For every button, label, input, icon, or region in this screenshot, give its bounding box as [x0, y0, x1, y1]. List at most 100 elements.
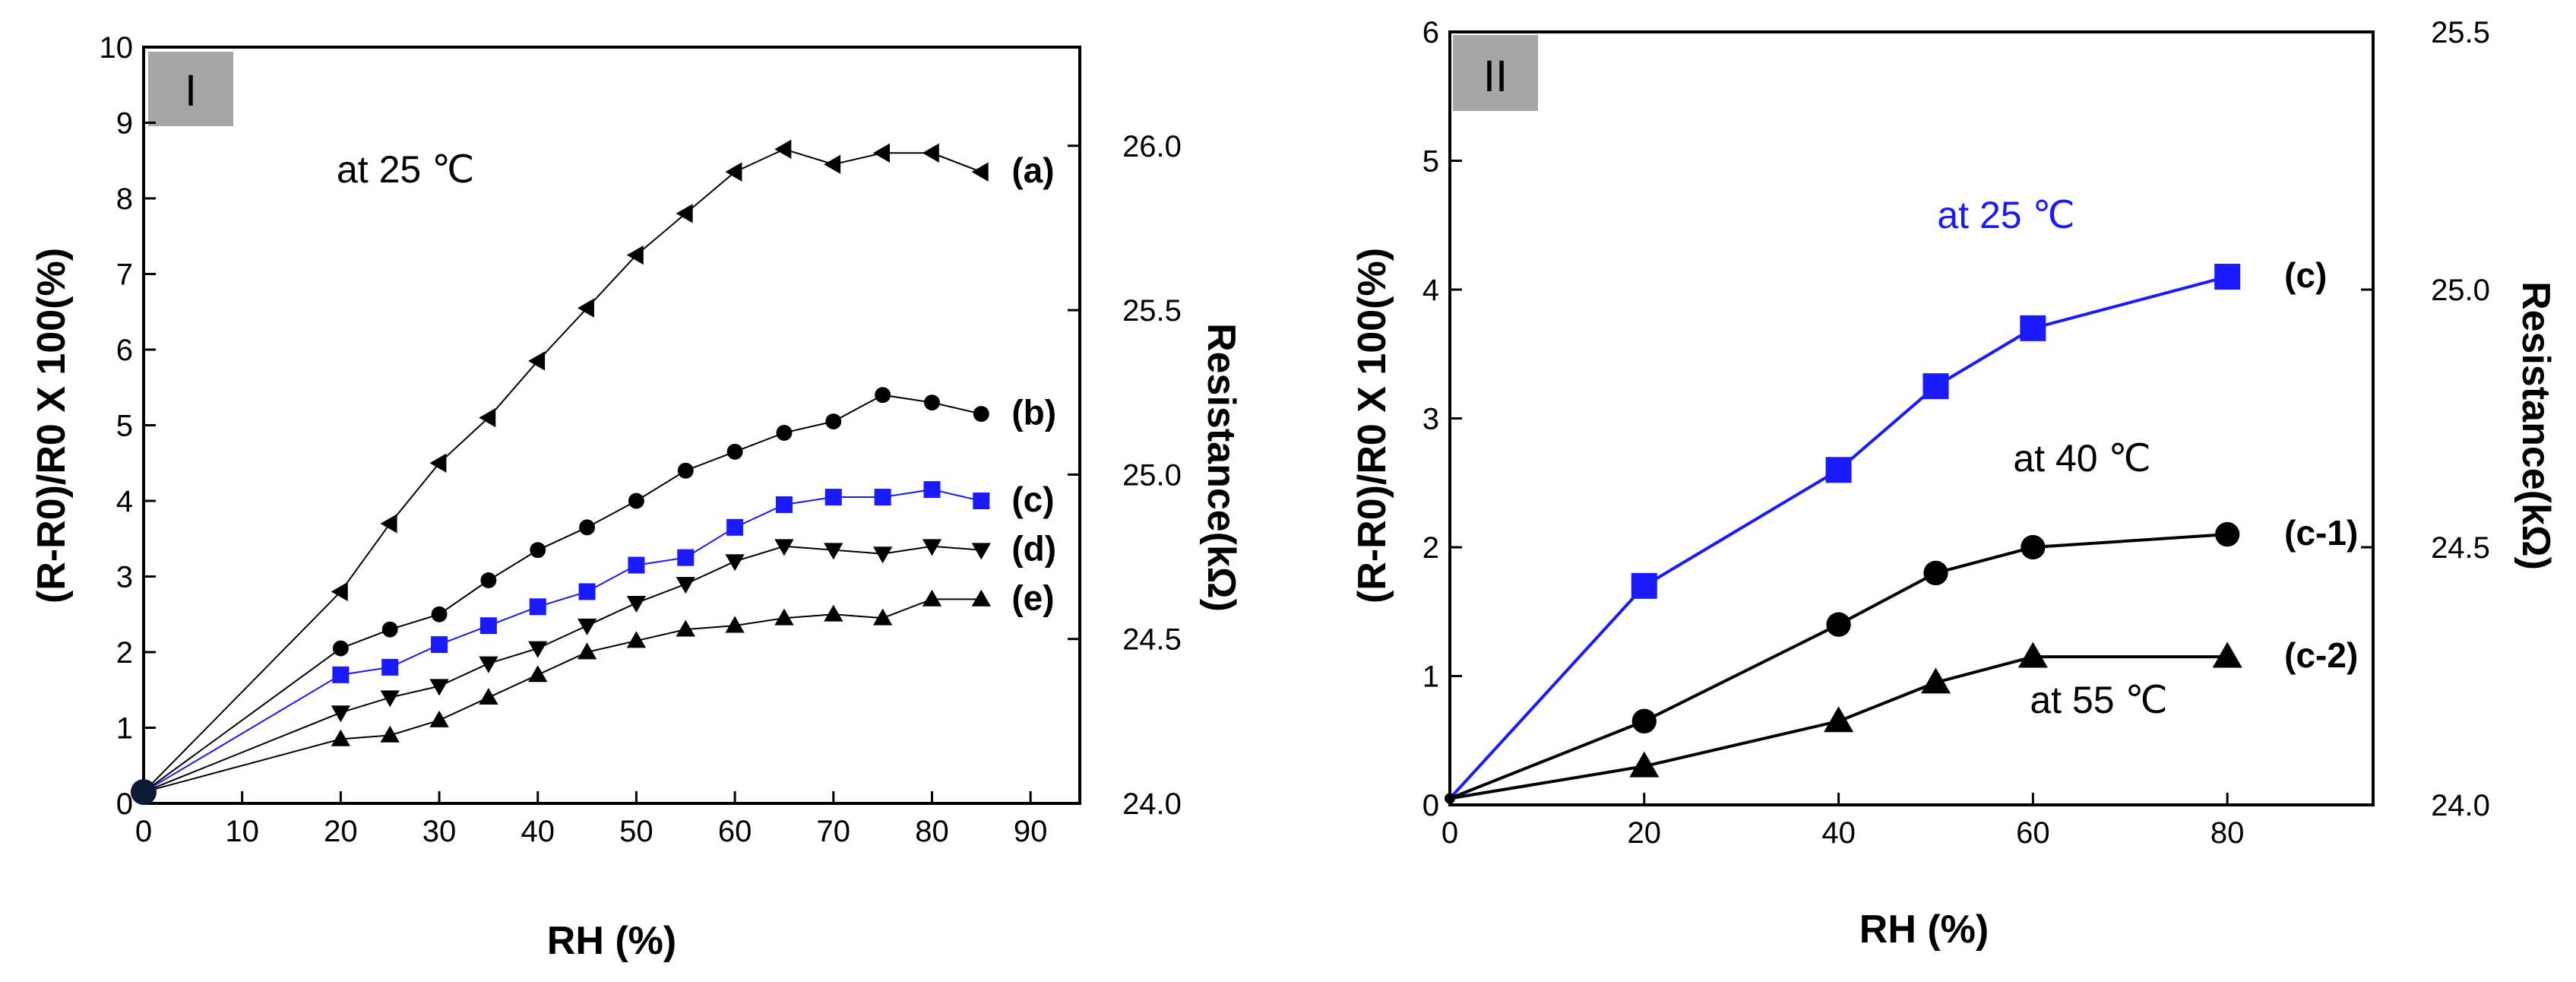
y2-tick-label: 25.0	[1122, 458, 1182, 492]
data-point-b	[726, 443, 743, 460]
data-point-c	[726, 518, 744, 536]
series-line-d	[143, 545, 982, 794]
panel-2-annotation-55c: at 55 ℃	[2030, 679, 2167, 721]
x-tick-label: 50	[619, 815, 653, 848]
panel-1-annotation: at 25 ℃	[337, 148, 474, 191]
data-point-d	[626, 595, 647, 613]
data-point-c-2	[1629, 751, 1660, 778]
y2-tick-label: 25.5	[1122, 294, 1182, 328]
data-point-c	[1825, 457, 1852, 483]
data-point-b	[973, 406, 989, 423]
data-point-d	[479, 656, 498, 673]
data-point-c	[973, 493, 990, 509]
series-label-c: (c)	[2284, 255, 2327, 295]
y2-tick-label: 25.5	[2431, 16, 2490, 49]
data-point-b	[530, 542, 546, 559]
data-point-e	[725, 616, 745, 633]
data-point-c-2	[2212, 641, 2242, 668]
data-point-c-1	[1826, 612, 1851, 637]
series-line-b	[143, 394, 982, 793]
y2-tick-label: 25.0	[2431, 274, 2490, 307]
data-point-c-1	[1631, 708, 1657, 733]
data-point-c	[2214, 264, 2241, 290]
y2-tick-label: 24.0	[1122, 787, 1182, 821]
y-tick-label: 10	[100, 31, 134, 65]
data-point-c	[824, 489, 842, 506]
data-point-a	[577, 298, 594, 318]
panel-2-x-ticks: 0 20 40 60 80	[1441, 793, 2244, 850]
y-tick-label: 5	[116, 410, 133, 443]
panel-1-x-ticks: 0 10 20 30 40 50 60 70 80 90	[135, 791, 1047, 848]
panel-1-y-axis-label: (R-R0)/R0 X 100(%)	[30, 248, 74, 603]
panel-2-plot-frame	[1448, 30, 2375, 806]
data-point-b	[924, 394, 940, 411]
data-point-c	[2020, 315, 2046, 341]
x-tick-label: 0	[1441, 816, 1458, 850]
data-point-a	[626, 245, 644, 265]
origin-point	[131, 779, 157, 806]
data-point-c	[381, 658, 399, 676]
data-point-a	[824, 154, 841, 174]
data-point-c	[923, 481, 941, 499]
series-label-c-1: (c-1)	[2284, 513, 2358, 553]
x-tick-label: 40	[1821, 816, 1856, 850]
data-point-a	[774, 139, 792, 159]
y-tick-label: 4	[116, 485, 133, 518]
data-point-e	[331, 729, 351, 746]
data-point-e	[676, 619, 695, 637]
data-point-e	[479, 688, 498, 705]
data-point-c-2	[1824, 706, 1854, 733]
data-point-e	[528, 665, 548, 683]
panel-1-y2-axis-label: Resistance(kΩ)	[1199, 323, 1243, 612]
x-tick-label: 80	[915, 815, 949, 848]
panel-2-label: II	[1483, 52, 1508, 101]
data-point-a	[380, 514, 397, 534]
panel-2-annotation-25c: at 25 ℃	[1937, 194, 2074, 236]
series-line-c-2	[1449, 655, 2228, 800]
data-point-a	[479, 407, 496, 428]
data-point-a	[528, 351, 546, 371]
panel-1-x-axis-label: RH (%)	[547, 919, 676, 963]
series-line-c	[143, 489, 982, 793]
series-label-a: (a)	[1011, 150, 1054, 190]
data-point-a	[331, 581, 348, 602]
data-point-c-1	[1923, 560, 1948, 586]
data-point-d	[577, 618, 597, 635]
data-point-b	[628, 493, 644, 509]
data-point-c	[775, 496, 793, 513]
y-tick-label: 3	[116, 561, 133, 594]
data-point-d	[824, 543, 843, 560]
data-point-e	[429, 710, 449, 727]
data-point-c-2	[2017, 641, 2048, 668]
data-point-e	[872, 608, 893, 626]
data-point-c	[677, 549, 695, 566]
data-point-c-2	[1920, 667, 1951, 694]
data-point-c	[1923, 373, 1949, 400]
series-label-c-2: (c-2)	[2284, 635, 2358, 675]
panel-1-y-ticks: 0 1 2 3 4 5 6 7 8 9 10	[100, 31, 156, 821]
data-point-c	[332, 666, 350, 683]
data-point-a	[429, 453, 447, 473]
panel-1-y2-ticks: 24.0 24.5 25.0 25.5 26.0	[1068, 130, 1182, 821]
x-tick-label: 0	[135, 815, 152, 848]
panel-1-series: (a) (b) (c) (d) (e)	[131, 139, 1056, 806]
panel-2-label-box	[1453, 35, 1538, 111]
data-point-e	[626, 631, 647, 648]
data-point-b	[825, 413, 842, 429]
panel-2-y2-ticks: 24.0 24.5 25.0 25.5	[2361, 16, 2490, 822]
data-point-b	[431, 606, 448, 622]
data-point-c-1	[2021, 534, 2046, 560]
y2-tick-label: 24.5	[1122, 623, 1182, 657]
data-point-e	[774, 608, 794, 626]
data-point-d	[528, 641, 548, 658]
data-point-e	[380, 725, 400, 743]
panel-2-annotation-40c: at 40 ℃	[2013, 437, 2150, 480]
y-tick-label: 5	[1422, 145, 1439, 179]
y-tick-label: 9	[116, 107, 133, 141]
data-point-d	[872, 546, 893, 564]
chart-panel-2: II at 25 ℃ at 40 ℃ at 55 ℃ 0 20 40 60 80 0 1 2…	[1350, 16, 2558, 952]
data-point-c	[529, 598, 546, 616]
data-point-b	[332, 640, 349, 657]
series-label-e: (e)	[1011, 578, 1054, 617]
panel-1-label-box	[148, 52, 233, 126]
